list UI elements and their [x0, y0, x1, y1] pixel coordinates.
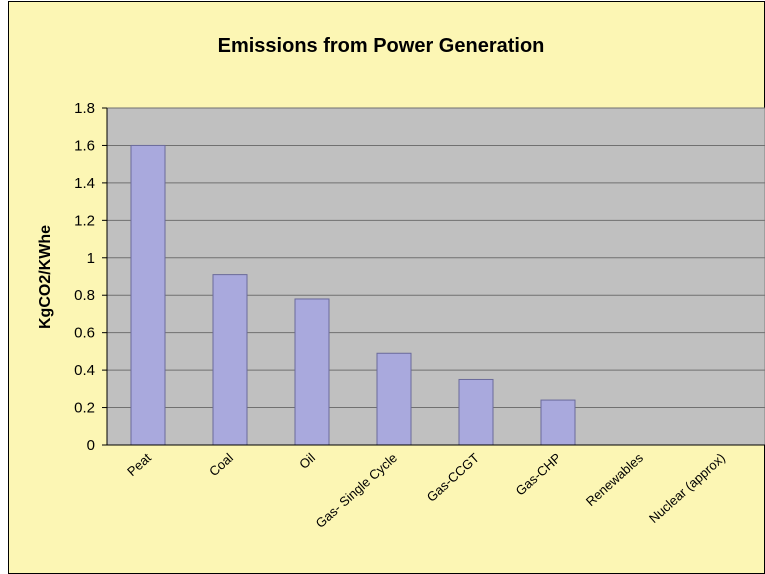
y-tick-label: 0.2	[74, 400, 95, 417]
bar	[294, 298, 330, 446]
y-tick-label: 0.8	[74, 287, 95, 304]
y-tick-label: 1.4	[74, 175, 95, 192]
y-tick-label: 1.8	[74, 100, 95, 117]
y-tick-label: 1.6	[74, 137, 95, 154]
y-tick-label: 1	[87, 250, 95, 267]
y-tick-label: 0.4	[74, 362, 95, 379]
y-tick-label: 1.2	[74, 212, 95, 229]
plot-area	[106, 107, 765, 446]
y-tick-label: 0	[87, 437, 95, 454]
y-axis-label: KgCO2/KWhe	[37, 225, 54, 329]
bar	[212, 274, 248, 446]
chart-title: Emissions from Power Generation	[218, 35, 545, 57]
bar	[376, 352, 412, 446]
y-tick-label: 0.6	[74, 325, 95, 342]
bar	[540, 399, 576, 446]
bar	[130, 144, 166, 446]
bar	[458, 378, 494, 446]
